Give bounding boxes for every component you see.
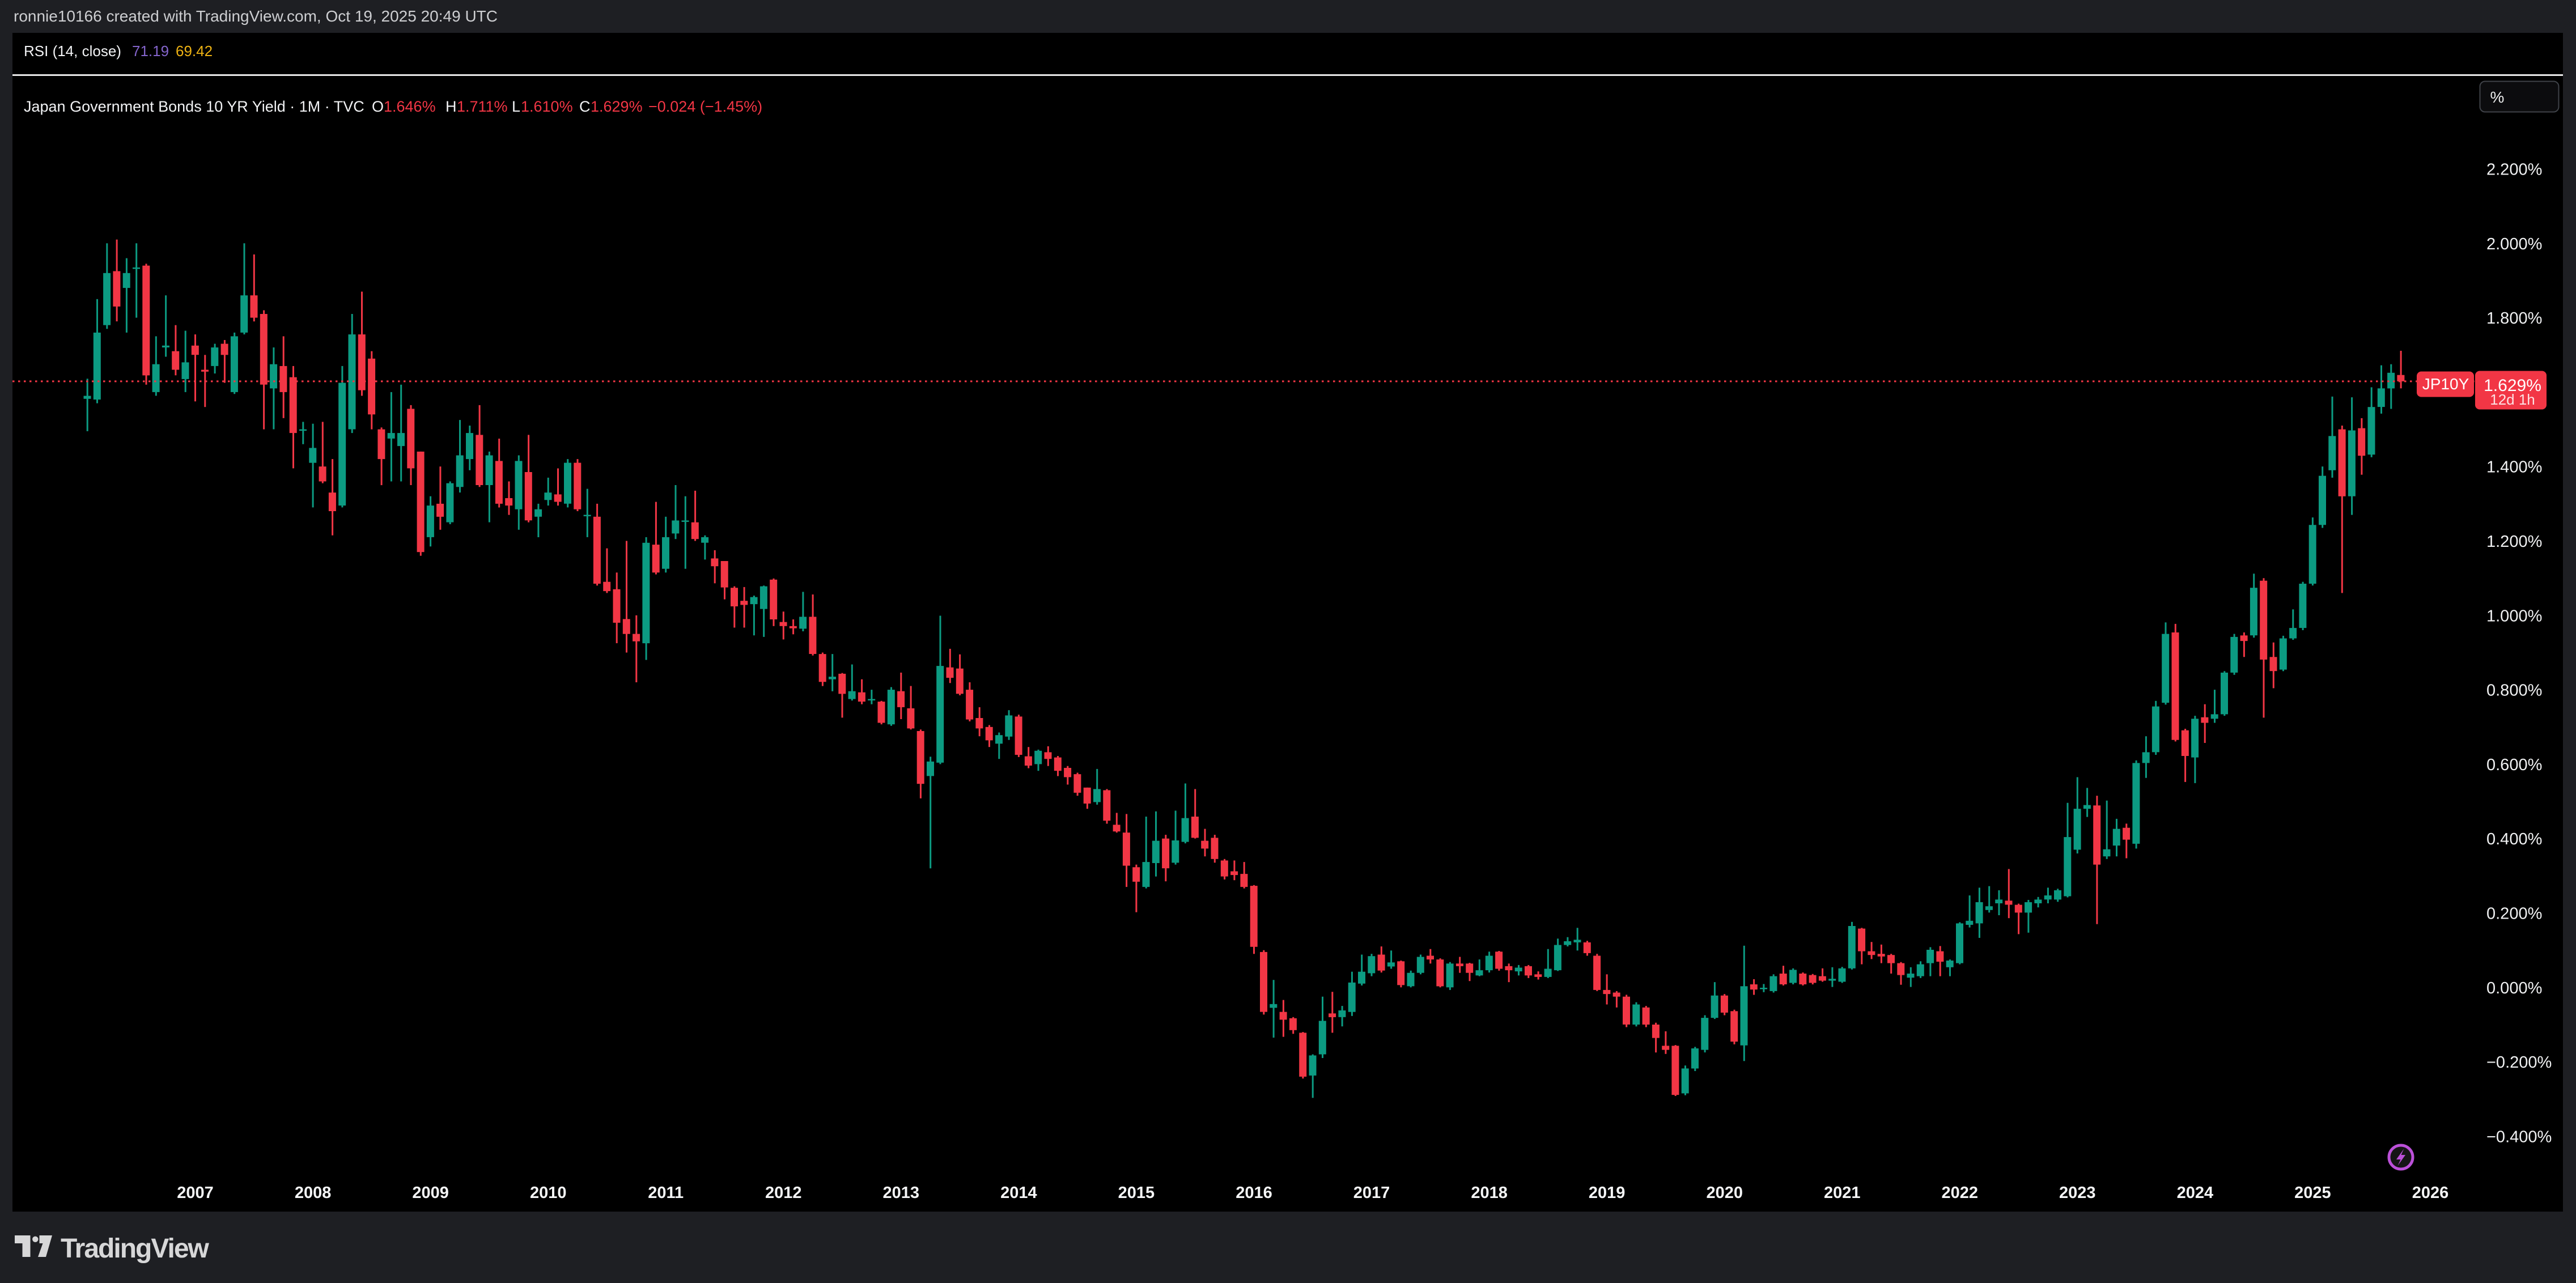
svg-text:JP10Y: JP10Y	[2422, 375, 2469, 393]
svg-text:−0.400%: −0.400%	[2486, 1128, 2552, 1146]
svg-text:2013: 2013	[883, 1184, 920, 1202]
svg-text:C: C	[579, 98, 591, 115]
svg-text:1.200%: 1.200%	[2486, 533, 2542, 551]
svg-text:2019: 2019	[1589, 1184, 1626, 1202]
svg-text:69.42: 69.42	[176, 43, 213, 60]
svg-text:%: %	[2490, 88, 2505, 106]
svg-text:2023: 2023	[2059, 1184, 2096, 1202]
svg-text:1.000%: 1.000%	[2486, 607, 2542, 625]
svg-text:1.711%: 1.711%	[457, 98, 508, 115]
svg-text:2012: 2012	[765, 1184, 802, 1202]
svg-text:Japan Government Bonds 10 YR Y: Japan Government Bonds 10 YR Yield · 1M …	[24, 98, 364, 115]
svg-text:TradingView: TradingView	[61, 1234, 210, 1264]
svg-text:1.629%: 1.629%	[591, 98, 643, 115]
svg-text:H: H	[445, 98, 457, 115]
svg-text:2009: 2009	[412, 1184, 449, 1202]
svg-text:−0.024 (−1.45%): −0.024 (−1.45%)	[648, 98, 762, 115]
svg-text:2015: 2015	[1118, 1184, 1155, 1202]
svg-text:1.800%: 1.800%	[2486, 309, 2542, 328]
svg-text:1.610%: 1.610%	[521, 98, 573, 115]
svg-text:2025: 2025	[2294, 1184, 2331, 1202]
svg-text:2020: 2020	[1706, 1184, 1743, 1202]
svg-text:ronnie10166 created with Tradi: ronnie10166 created with TradingView.com…	[14, 7, 498, 25]
svg-text:1.629%: 1.629%	[2484, 376, 2541, 395]
svg-text:2024: 2024	[2177, 1184, 2214, 1202]
svg-text:1.400%: 1.400%	[2486, 458, 2542, 477]
svg-text:2014: 2014	[1000, 1184, 1037, 1202]
svg-text:2011: 2011	[648, 1184, 684, 1202]
svg-text:0.200%: 0.200%	[2486, 905, 2542, 923]
svg-text:2007: 2007	[177, 1184, 214, 1202]
svg-text:RSI (14, close): RSI (14, close)	[24, 43, 121, 60]
svg-text:1.646%: 1.646%	[384, 98, 436, 115]
svg-text:0.000%: 0.000%	[2486, 979, 2542, 997]
svg-text:2010: 2010	[530, 1184, 567, 1202]
svg-text:O: O	[372, 98, 384, 115]
svg-text:2016: 2016	[1236, 1184, 1272, 1202]
svg-text:71.19: 71.19	[132, 43, 169, 60]
svg-text:0.400%: 0.400%	[2486, 830, 2542, 848]
svg-text:2.200%: 2.200%	[2486, 161, 2542, 179]
svg-text:12d 1h: 12d 1h	[2490, 391, 2535, 408]
svg-text:0.800%: 0.800%	[2486, 682, 2542, 700]
svg-text:2.000%: 2.000%	[2486, 235, 2542, 253]
svg-text:2008: 2008	[295, 1184, 332, 1202]
svg-text:L: L	[512, 98, 520, 115]
svg-text:2026: 2026	[2412, 1184, 2449, 1202]
svg-text:2017: 2017	[1353, 1184, 1390, 1202]
svg-text:2018: 2018	[1471, 1184, 1508, 1202]
svg-text:−0.200%: −0.200%	[2486, 1053, 2552, 1072]
svg-text:2022: 2022	[1942, 1184, 1979, 1202]
svg-text:2021: 2021	[1824, 1184, 1861, 1202]
svg-text:0.600%: 0.600%	[2486, 756, 2542, 774]
